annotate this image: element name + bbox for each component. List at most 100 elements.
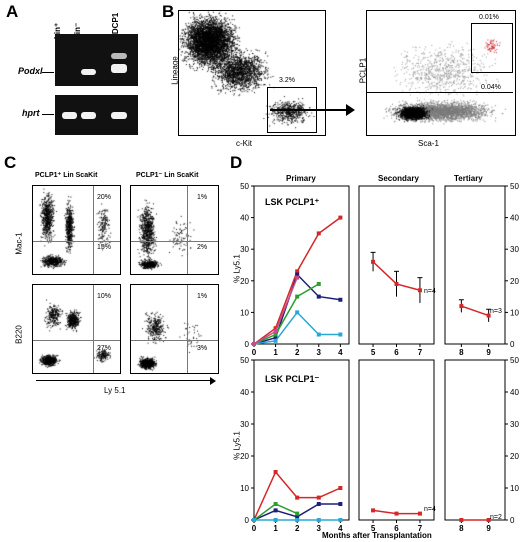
series-line [253, 216, 341, 345]
quadrant-pct: 20% [97, 194, 112, 201]
arrow-b-head [346, 104, 355, 116]
y-tick-label: 20 [240, 277, 249, 286]
data-point [316, 332, 321, 337]
x-tick-label: 4 [338, 348, 343, 357]
data-point [417, 288, 422, 293]
gate-box-top [471, 23, 513, 73]
data-point [295, 294, 300, 299]
y-tick-label: 30 [510, 245, 519, 254]
panel-c-letter: C [4, 153, 17, 172]
gate-percent: 3.2% [279, 77, 295, 84]
column-title-pclp1-neg: PCLP1⁻ Lin ScaKit [136, 172, 199, 179]
quadrant-pct: 10% [97, 293, 112, 300]
x-tick-label: 1 [273, 348, 278, 357]
axis-label-sca1: Sca-1 [418, 139, 439, 148]
y-tick-label: 40 [510, 214, 519, 223]
x-tick-label: 2 [295, 524, 300, 533]
axis-label-ckit: c-Kit [236, 139, 252, 148]
y-tick-label: 10 [240, 308, 249, 317]
data-point [316, 495, 321, 500]
data-point [371, 259, 376, 264]
data-point [338, 215, 343, 220]
data-point [459, 518, 464, 522]
data-point [273, 326, 278, 331]
data-point [316, 502, 321, 506]
data-point [273, 502, 278, 506]
x-axis-label-months: Months after Transplantation [322, 531, 432, 540]
y-tick-label: 40 [240, 214, 249, 223]
y-axis-label-bottom: % Ly5.1 [232, 431, 242, 460]
y-tick-label: 10 [510, 484, 519, 493]
panel-a-letter: A [6, 2, 19, 21]
data-point [295, 275, 300, 280]
y-tick-label: 20 [510, 452, 519, 461]
x-tick-label: 0 [252, 348, 257, 357]
arrow-podxl [42, 72, 54, 73]
data-point [295, 272, 300, 277]
data-point [273, 329, 278, 334]
y-tick-label: 40 [510, 388, 519, 397]
y-tick-label: 30 [240, 420, 249, 429]
x-tick-label: 3 [317, 348, 322, 357]
data-point [273, 508, 278, 513]
x-tick-label: 9 [486, 524, 491, 533]
plot-frame [444, 185, 506, 345]
data-point [316, 518, 321, 522]
x-tick-label: 0 [252, 524, 257, 533]
y-tick-label: 0 [245, 340, 250, 349]
y-tick-label: 10 [240, 484, 249, 493]
x-tick-label: 2 [295, 348, 300, 357]
data-point [273, 332, 278, 337]
facs-plot-pclp1-sca1: 0.01% 0.04% [366, 10, 516, 136]
data-point [273, 335, 278, 340]
panel-b-letter: B [162, 2, 175, 21]
plot-frame [444, 359, 506, 521]
column-title-primary: Primary [286, 174, 316, 183]
data-point [459, 304, 464, 309]
facs-dots [367, 11, 515, 135]
n-label: n=4 [424, 288, 436, 295]
column-title-tertiary: Tertiary [454, 174, 483, 183]
y-tick-label: 0 [510, 516, 515, 525]
x-axis-arrow [36, 380, 212, 381]
series-line [253, 283, 320, 345]
facs-c-right-bottom: 1% 3% [130, 284, 219, 374]
data-point [295, 310, 300, 315]
y-tick-label: 40 [240, 388, 249, 397]
x-tick-label: 1 [273, 524, 278, 533]
x-tick-label: 3 [317, 524, 322, 533]
column-title-pclp1-pos: PCLP1⁺ Lin ScaKit [35, 172, 98, 179]
facs-dots [179, 11, 325, 135]
data-point [295, 269, 300, 274]
y-tick-label: 10 [510, 308, 519, 317]
data-point [486, 313, 491, 318]
x-tick-label: 6 [394, 524, 399, 533]
facs-c-left-top: 20% 15% [32, 185, 121, 275]
data-point [316, 294, 321, 299]
data-point [316, 231, 321, 236]
column-title-secondary: Secondary [378, 174, 419, 183]
plot-frame [253, 185, 350, 345]
gate-percent-bottom: 0.04% [481, 84, 501, 91]
y-tick-label: 50 [510, 356, 519, 365]
y-axis-label-top: % Ly5.1 [232, 254, 242, 283]
data-point [316, 281, 321, 286]
series-line [253, 311, 341, 345]
data-point [371, 508, 376, 513]
x-tick-label: 9 [486, 348, 491, 357]
y-tick-label: 20 [510, 277, 519, 286]
x-tick-label: 8 [459, 348, 464, 357]
panel-d-letter: D [230, 153, 243, 172]
row-label-lsk-neg: LSK PCLP1⁻ [265, 374, 320, 384]
y-tick-label: 20 [240, 452, 249, 461]
arrow-hprt [42, 114, 54, 115]
x-tick-label: 5 [371, 348, 376, 357]
data-point [338, 502, 343, 506]
plot-frame [358, 185, 435, 345]
quadrant-pct: 1% [197, 293, 208, 300]
y-tick-label: 50 [240, 182, 249, 191]
quadrant-pct: 3% [197, 345, 208, 352]
gate-percent-top: 0.01% [479, 14, 499, 21]
data-point [394, 511, 399, 516]
